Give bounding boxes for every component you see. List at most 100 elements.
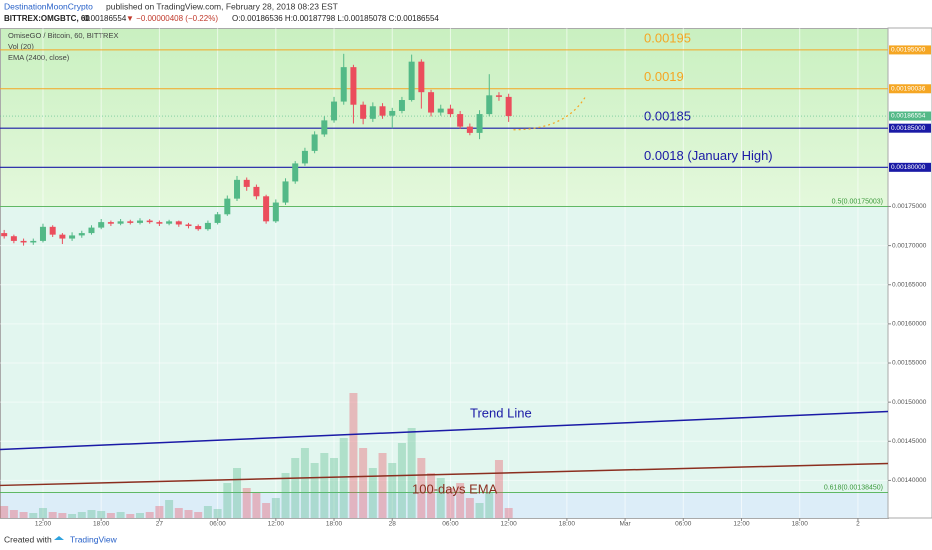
candle-body (505, 96, 512, 117)
candle-body (195, 226, 202, 230)
candle-body (495, 95, 502, 97)
candle-body (263, 196, 270, 222)
volume (0, 393, 513, 518)
price-axis (887, 27, 932, 519)
volume-bar (339, 438, 348, 518)
logo (54, 536, 64, 540)
volume-bar (9, 510, 18, 518)
candle-body (428, 92, 435, 113)
volume-bar (291, 458, 300, 518)
volume-bar (87, 510, 96, 518)
last-price-box (889, 111, 931, 121)
level-axis-label: 0.00190036 (891, 85, 926, 92)
projection (513, 95, 587, 131)
candle-body (369, 106, 376, 119)
volume-bar (48, 512, 57, 518)
candle-body (476, 114, 483, 133)
volume-bar (184, 510, 193, 518)
fib-label: 0.618(0.00138450) (824, 484, 883, 491)
volume-bar (300, 448, 309, 518)
candle-body (466, 126, 473, 133)
candle-body (49, 226, 56, 235)
y-tick-label: 0.00150000 (892, 399, 927, 406)
volume-bar (135, 513, 144, 518)
candle-body (185, 224, 192, 227)
y-tick-label: 0.00175000 (892, 203, 927, 210)
volume-bar (494, 460, 503, 518)
candle-body (398, 100, 405, 111)
candle-body (331, 101, 338, 121)
volume-bar (233, 468, 242, 518)
change: ▼ −0.00000408 (−0.22%) (126, 14, 218, 23)
volume-bar (485, 493, 494, 518)
candle-body (78, 233, 85, 236)
level-label: 0.00195 (644, 30, 691, 45)
candle-body (59, 234, 66, 239)
volume-bar (194, 512, 203, 518)
zone-mid (0, 206, 888, 493)
x-tick-label: 12:00 (501, 521, 518, 528)
candle-body (272, 202, 279, 222)
volume-bar (378, 453, 387, 518)
level-axis-label: 0.00180000 (891, 164, 926, 171)
candle-body (360, 104, 367, 119)
candle-body (20, 240, 27, 243)
plot-area: OmiseGO / Bitcoin, 60, BITTREX Vol (20) EM… (0, 27, 932, 528)
volume-bar (145, 512, 154, 518)
candle-body (30, 240, 37, 243)
candle-body (253, 186, 260, 197)
zone-top (0, 28, 888, 207)
candle-body (418, 61, 425, 93)
volume-bar (203, 506, 212, 518)
x-tick-label: 28 (389, 521, 397, 528)
x-tick-label: 06:00 (209, 521, 226, 528)
y-tick-label: 0.00145000 (892, 438, 927, 445)
fib-label: 0.5(0.00175003) (832, 198, 883, 205)
volume-bar (242, 488, 251, 518)
candle-body (98, 222, 105, 228)
candle-body (234, 179, 241, 199)
volume-bar (310, 463, 319, 518)
candle-body (214, 214, 221, 223)
y-tick-label: 0.00165000 (892, 281, 927, 288)
candle-body (88, 227, 95, 234)
candle-body (311, 134, 318, 151)
ema-line (0, 462, 889, 487)
volume-bar (407, 428, 416, 518)
trend-line (0, 410, 889, 451)
volume-bar (456, 483, 465, 518)
candle-body (379, 106, 386, 116)
volume-bar (436, 478, 445, 518)
level-label: 0.0018 (January High) (644, 148, 773, 163)
volume-bar (106, 513, 115, 518)
footer-brand[interactable]: TradingView (70, 534, 118, 544)
footer-created: Created with (4, 534, 52, 544)
candle-body (408, 61, 415, 101)
trend-label: Trend Line (470, 405, 532, 420)
legend-entry: OmiseGO / Bitcoin, 60, BITTREX (8, 31, 118, 40)
volume-bar (252, 493, 261, 518)
volume-bar (262, 503, 271, 518)
x-tick-label: 12:00 (35, 521, 52, 528)
volume-bar (417, 458, 426, 518)
candle-body (447, 108, 454, 115)
candle-body (69, 235, 76, 239)
candle-body (175, 221, 182, 225)
candle-body (350, 67, 357, 105)
volume-bar (465, 498, 474, 518)
volume-bar (427, 473, 436, 518)
volume-bar (475, 503, 484, 518)
x-tick-label: 06:00 (675, 521, 692, 528)
candle-body (156, 222, 163, 224)
candle-body (301, 150, 308, 164)
volume-bar (281, 473, 290, 518)
volume-bar (504, 508, 513, 518)
candle-body (321, 120, 328, 135)
volume-bar (397, 443, 406, 518)
x-tick-label: 2 (856, 521, 860, 528)
volume-bar (116, 512, 125, 518)
legend-entry: EMA (2400, close) (8, 53, 70, 62)
author[interactable]: DestinationMoonCrypto (4, 1, 93, 11)
x-tick-label: 18:00 (93, 521, 110, 528)
legend-entry: Vol (20) (8, 42, 34, 51)
